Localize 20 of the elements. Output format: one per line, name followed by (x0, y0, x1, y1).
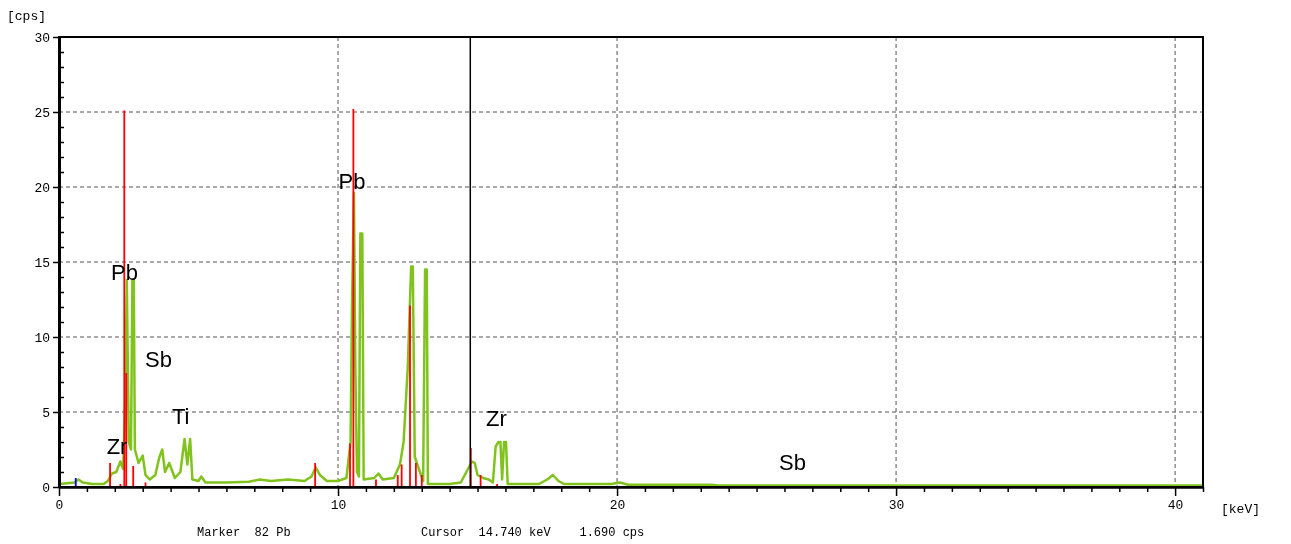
y-tick-label: 10 (34, 330, 50, 346)
y-tick-label: 20 (34, 180, 50, 196)
y-tick-label: 0 (42, 480, 50, 496)
annotation: Zr (486, 406, 507, 431)
text: Marker 82 Pb (197, 526, 291, 540)
x-tick-label: 20 (609, 497, 626, 513)
annotation: Ti (172, 404, 190, 429)
y-tick-label: 15 (34, 255, 50, 271)
y-tick-label: 30 (34, 30, 50, 46)
text: Cursor 14.740 keV 1.690 cps (421, 526, 645, 540)
annotation: Sb (145, 347, 172, 372)
x-tick-label: 10 (330, 497, 347, 513)
x-tick-label: 0 (55, 497, 64, 513)
x-axis-title: [keV] (1221, 502, 1261, 517)
y-axis-title: [cps] (7, 9, 47, 24)
x-tick-label: 30 (888, 497, 905, 513)
annotation: Sb (779, 450, 806, 475)
x-tick-label: 40 (1167, 497, 1184, 513)
y-tick-label: 25 (34, 105, 50, 121)
y-tick-label: 5 (42, 405, 50, 421)
